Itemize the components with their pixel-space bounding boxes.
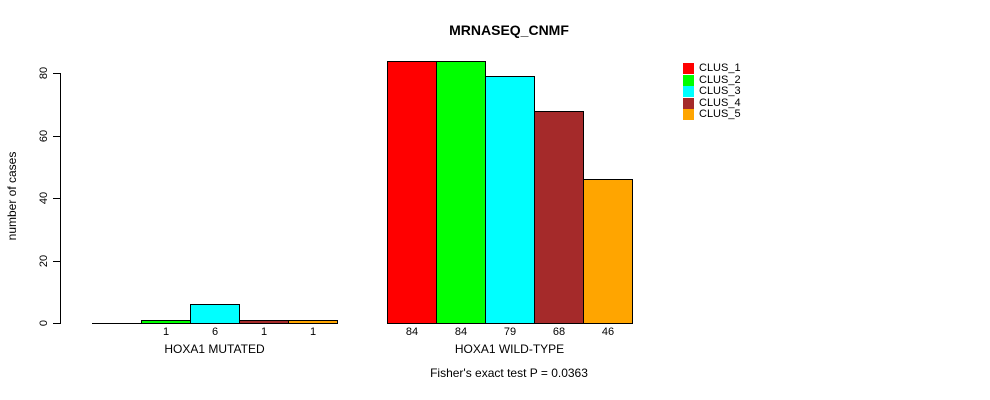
y-tick <box>53 198 60 199</box>
bar-clus_3 <box>485 76 535 324</box>
bar-clus_1 <box>92 323 142 324</box>
bar-value-label: 1 <box>162 326 170 338</box>
group-label: HOXA1 MUTATED <box>164 342 265 356</box>
legend-label: CLUS_2 <box>699 73 741 86</box>
legend-item: CLUS_2 <box>683 73 741 87</box>
bar-clus_2 <box>436 61 486 324</box>
bar-clus_5 <box>288 320 338 324</box>
legend-label: CLUS_5 <box>699 108 741 121</box>
y-tick-label: 20 <box>38 254 50 268</box>
y-tick <box>53 73 60 74</box>
bar-value-label: 84 <box>405 326 419 338</box>
y-tick <box>53 323 60 324</box>
bar-value-label: 1 <box>260 326 268 338</box>
y-tick-label: 0 <box>38 319 50 327</box>
bar-value-label: 84 <box>454 326 468 338</box>
legend-item: CLUS_4 <box>683 96 741 110</box>
legend-label: CLUS_4 <box>699 96 741 109</box>
y-tick-label: 40 <box>38 191 50 205</box>
legend-swatch-icon <box>683 97 694 109</box>
bar-clus_5 <box>583 179 633 324</box>
bar-value-label: 6 <box>211 326 219 338</box>
legend-label: CLUS_1 <box>699 62 741 75</box>
legend-item: CLUS_5 <box>683 109 741 121</box>
bar-clus_4 <box>534 111 584 324</box>
bar-value-label: 1 <box>309 326 317 338</box>
bar-value-label: 68 <box>552 326 566 338</box>
plot-title: MRNASEQ_CNMF <box>449 22 569 38</box>
y-tick <box>53 136 60 137</box>
legend-item: CLUS_1 <box>683 63 741 75</box>
legend-swatch-icon <box>683 109 694 121</box>
legend-swatch-icon <box>683 74 694 86</box>
bar-clus_1 <box>387 61 437 324</box>
bar-value-label: 79 <box>503 326 517 338</box>
bar-clus_4 <box>239 320 289 324</box>
legend: CLUS_1 CLUS_2 CLUS_3 CLUS_4 CLUS_5 <box>683 63 741 121</box>
y-axis-label: number of cases <box>5 151 19 241</box>
y-axis-line <box>60 73 61 324</box>
legend-swatch-icon <box>683 63 694 75</box>
legend-label: CLUS_3 <box>699 85 741 98</box>
legend-item: CLUS_3 <box>683 86 741 98</box>
legend-swatch-icon <box>683 86 694 98</box>
bar-clus_2 <box>141 320 191 324</box>
y-tick <box>53 261 60 262</box>
caption-text: Fisher's exact test P = 0.0363 <box>430 366 588 380</box>
y-tick-label: 80 <box>38 66 50 80</box>
y-tick-label: 60 <box>38 129 50 143</box>
bar-clus_3 <box>190 304 240 324</box>
bar-value-label: 46 <box>601 326 615 338</box>
group-label: HOXA1 WILD-TYPE <box>454 342 565 356</box>
